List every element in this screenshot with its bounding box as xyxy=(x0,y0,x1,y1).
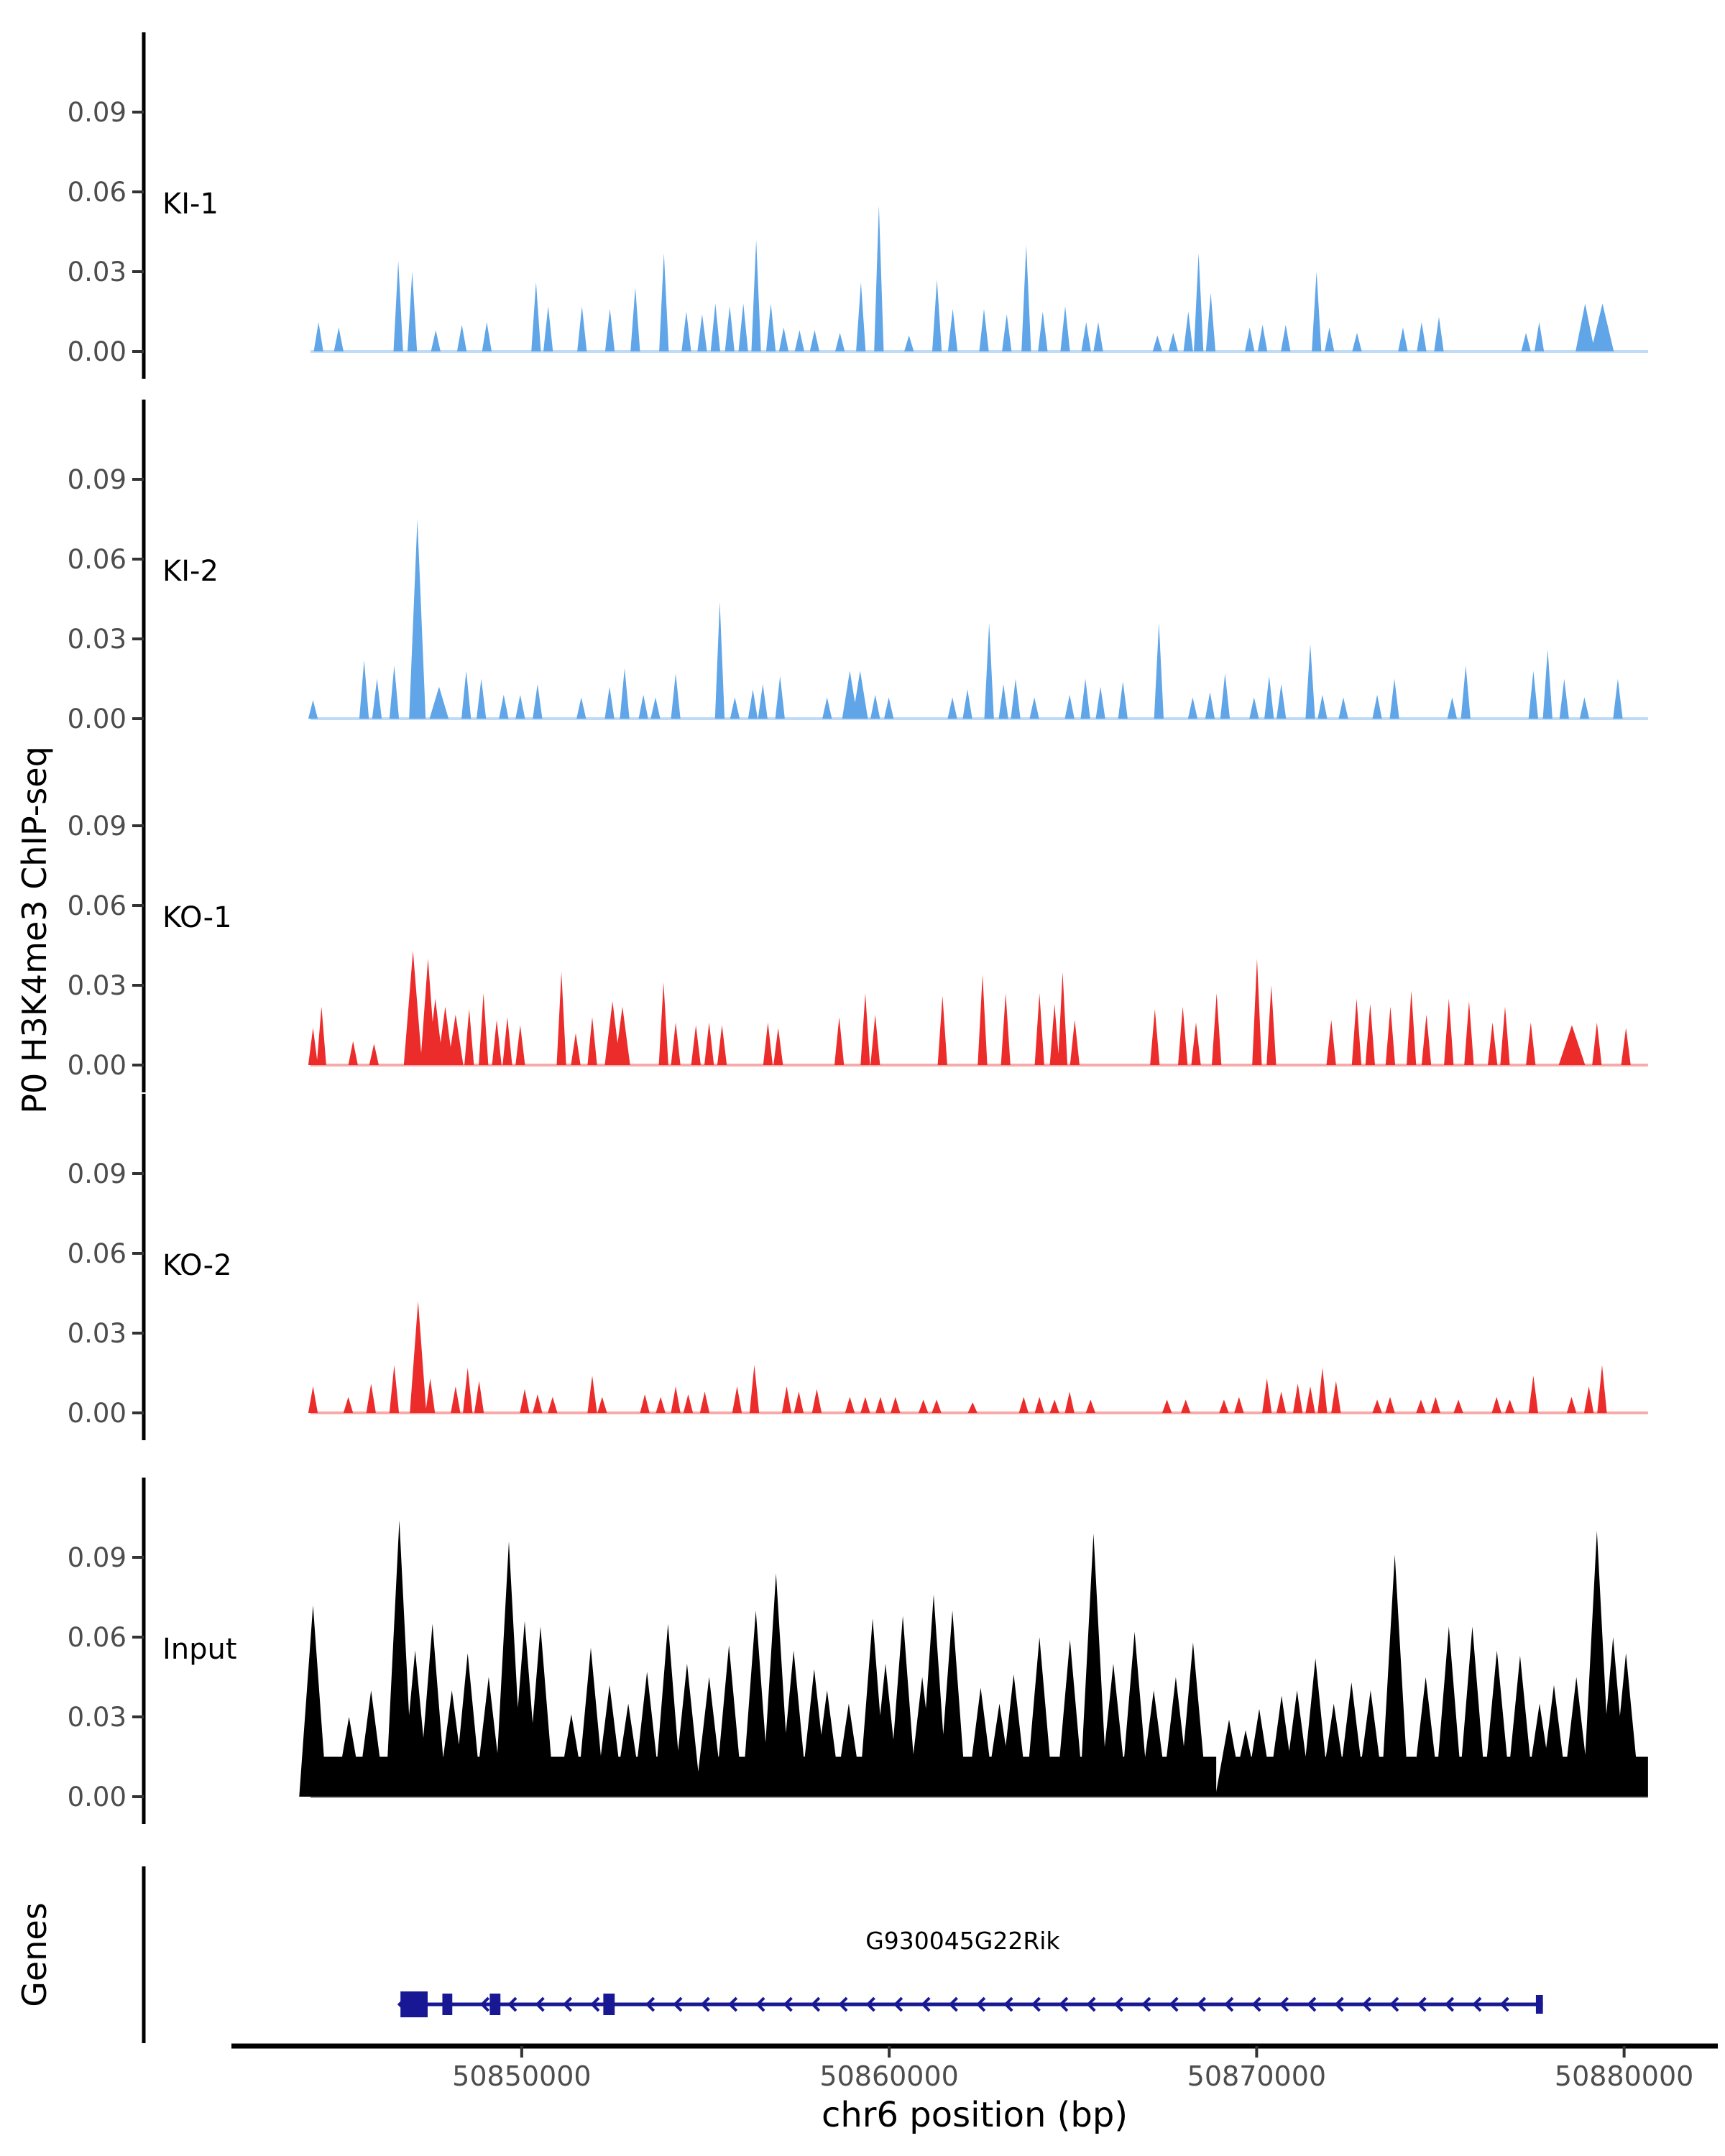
x-tick-label: 50880000 xyxy=(1555,2060,1693,2092)
gene-panel: G930045G22Rik xyxy=(142,1866,1543,2043)
y-tick-label: 0.09 xyxy=(68,811,126,842)
track-label-input: Input xyxy=(162,1633,237,1666)
coverage-panel-ko-1: 0.00 0.03 0.06 0.09 KO-1 xyxy=(68,746,1648,1092)
y-tick-label: 0.03 xyxy=(68,1702,126,1733)
coverage-area-ki-2 xyxy=(308,519,1623,719)
track-label-ki-2: KI-2 xyxy=(162,555,218,588)
y-tick-label: 0.09 xyxy=(68,1542,126,1573)
y-tick-label: 0.03 xyxy=(68,970,126,1001)
y-tick-label: 0.03 xyxy=(68,257,126,287)
y-tick-label: 0.03 xyxy=(68,1318,126,1349)
y-tick-label: 0.06 xyxy=(68,544,126,575)
track-label-ki-1: KI-1 xyxy=(162,188,218,221)
coverage-panel-input: 0.00 0.03 0.06 0.09 Input xyxy=(68,1478,1648,1824)
baseline-strip xyxy=(310,1411,1648,1414)
coverage-area-ki-1 xyxy=(313,205,1614,351)
coverage-panel-ki-2: 0.00 0.03 0.06 0.09 KI-2 xyxy=(68,400,1648,746)
y-tick-label: 0.06 xyxy=(68,1622,126,1653)
y-tick-label: 0.00 xyxy=(68,336,126,367)
y-tick-label: 0.09 xyxy=(68,97,126,128)
gene-name-label: G930045G22Rik xyxy=(865,1927,1060,1955)
strand-arrow-icons xyxy=(397,1996,1509,2012)
y-tick-label: 0.06 xyxy=(68,177,126,208)
y-tick-label: 0.00 xyxy=(68,1398,126,1429)
gene-exon xyxy=(400,1991,428,2017)
coverage-area-input xyxy=(299,1520,1640,1797)
y-tick-label: 0.00 xyxy=(68,1050,126,1081)
baseline-strip xyxy=(310,717,1648,720)
genes-panel-title: Genes xyxy=(15,1902,54,2007)
x-tick-label: 50870000 xyxy=(1187,2060,1326,2092)
track-label-ko-1: KO-1 xyxy=(162,901,232,934)
coverage-panel-ki-1: 0.00 0.03 0.06 0.09 KI-1 xyxy=(68,32,1648,379)
track-label-ko-2: KO-2 xyxy=(162,1249,232,1282)
coverage-area-ko-1 xyxy=(308,950,1631,1065)
coverage-area-ko-2 xyxy=(308,1301,1607,1413)
x-axis-title: chr6 position (bp) xyxy=(822,2095,1128,2135)
baseline-strip xyxy=(310,350,1648,353)
x-tick-label: 50850000 xyxy=(452,2060,591,2092)
y-tick-label: 0.00 xyxy=(68,1782,126,1812)
x-tick-label: 50860000 xyxy=(819,2060,958,2092)
coverage-panel-ko-2: 0.00 0.03 0.06 0.09 KO-2 xyxy=(68,1094,1648,1440)
y-tick-label: 0.03 xyxy=(68,624,126,655)
y-tick-label: 0.06 xyxy=(68,890,126,921)
gene-exon xyxy=(489,1994,501,2015)
y-tick-label: 0.09 xyxy=(68,464,126,495)
y-tick-label: 0.06 xyxy=(68,1238,126,1269)
gene-exon xyxy=(1535,1995,1543,2014)
y-tick-label: 0.09 xyxy=(68,1158,126,1189)
gene-exon xyxy=(442,1994,453,2015)
x-axis: 50850000 50860000 50870000 50880000 chr6 pos… xyxy=(231,2043,1718,2135)
gene-exon xyxy=(603,1994,615,2015)
y-axis-title: P0 H3K4me3 ChIP-seq xyxy=(15,746,54,1114)
y-tick-label: 0.00 xyxy=(68,704,126,734)
